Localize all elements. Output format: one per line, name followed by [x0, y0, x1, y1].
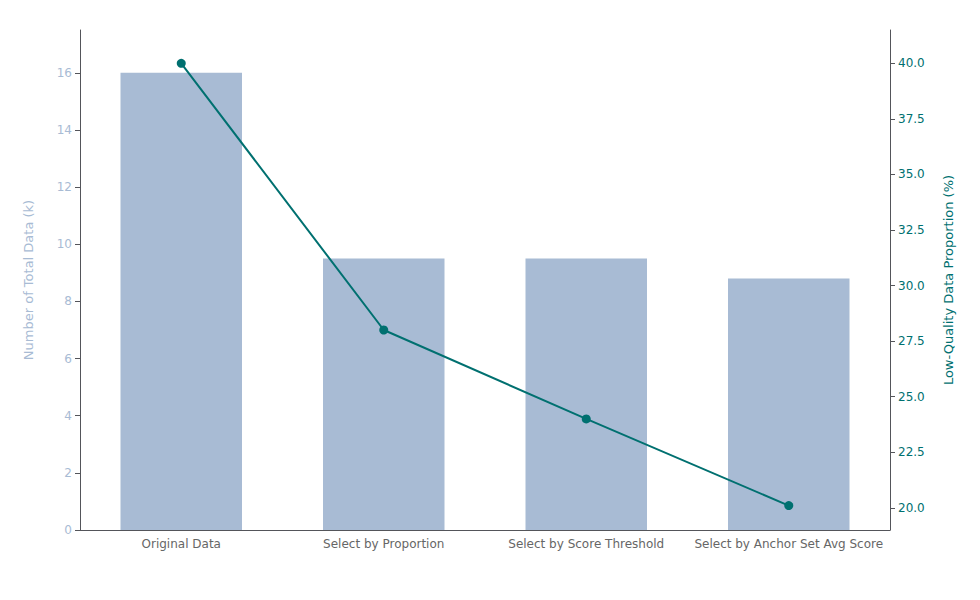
svg-text:12: 12	[57, 180, 72, 194]
svg-text:6: 6	[64, 352, 72, 366]
svg-text:30.0: 30.0	[898, 279, 925, 293]
svg-text:20.0: 20.0	[898, 501, 925, 515]
svg-text:Low-Quality Data Proportion (%: Low-Quality Data Proportion (%)	[941, 175, 956, 385]
svg-text:8: 8	[64, 294, 72, 308]
svg-text:Number of Total Data (k): Number of Total Data (k)	[21, 200, 36, 360]
svg-text:40.0: 40.0	[898, 56, 925, 70]
svg-text:32.5: 32.5	[898, 223, 925, 237]
svg-text:4: 4	[64, 409, 72, 423]
svg-text:Select by Score Threshold: Select by Score Threshold	[508, 537, 664, 551]
svg-text:Original Data: Original Data	[142, 537, 221, 551]
svg-text:25.0: 25.0	[898, 390, 925, 404]
svg-text:Select by Anchor Set Avg Score: Select by Anchor Set Avg Score	[694, 537, 883, 551]
svg-text:37.5: 37.5	[898, 112, 925, 126]
svg-text:16: 16	[57, 66, 72, 80]
svg-text:27.5: 27.5	[898, 334, 925, 348]
svg-text:Select by Proportion: Select by Proportion	[323, 537, 444, 551]
svg-text:2: 2	[64, 466, 72, 480]
svg-text:0: 0	[64, 523, 72, 537]
svg-text:14: 14	[57, 123, 72, 137]
svg-text:10: 10	[57, 237, 72, 251]
svg-text:22.5: 22.5	[898, 445, 925, 459]
svg-text:35.0: 35.0	[898, 167, 925, 181]
